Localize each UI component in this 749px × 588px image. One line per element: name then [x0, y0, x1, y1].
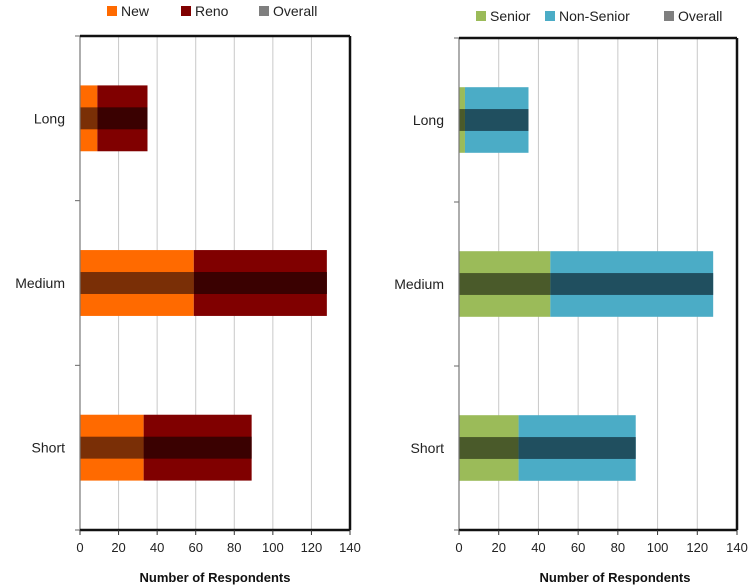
bar-overall-part2-medium [550, 273, 714, 295]
x-tick-label: 20 [111, 540, 125, 555]
x-tick-label: 80 [611, 540, 625, 555]
bar-overall-part1-short [80, 436, 144, 459]
bar-overall-part1-short [459, 437, 519, 459]
legend-label-non-senior: Non-Senior [559, 8, 630, 24]
bar-overall-part2-long [464, 109, 529, 131]
category-label: Short [411, 440, 445, 456]
bar-overall-part1-long [459, 109, 465, 131]
x-tick-label: 40 [531, 540, 545, 555]
category-label: Medium [394, 276, 444, 292]
legend-label-senior: Senior [490, 8, 531, 24]
x-tick-label: 80 [227, 540, 241, 555]
bar-overall-part2-medium [193, 272, 327, 294]
legend-swatch-new [107, 6, 117, 16]
x-axis-title: Number of Respondents [540, 570, 691, 585]
bar-overall-part2-short [143, 436, 252, 459]
x-tick-label: 140 [339, 540, 361, 555]
x-tick-label: 100 [647, 540, 669, 555]
category-label: Long [413, 112, 444, 128]
x-tick-label: 0 [76, 540, 83, 555]
chart-panel-2: Long Medium Short 0 20 40 60 80 100 120 140 Number … [394, 8, 748, 585]
legend-label-reno: Reno [195, 3, 229, 19]
bar-overall-part1-long [80, 107, 98, 130]
x-tick-label: 100 [262, 540, 284, 555]
category-label: Medium [15, 275, 65, 291]
x-tick-label: 120 [686, 540, 708, 555]
legend-swatch-senior [476, 11, 486, 21]
category-label: Short [32, 440, 66, 456]
bar-overall-part2-long [97, 107, 148, 130]
chart-panel-1: Long Medium Short 0 20 40 60 80 100 120 140 Number … [15, 3, 361, 585]
x-axis-title: Number of Respondents [140, 570, 291, 585]
bar-overall-part2-short [518, 437, 636, 459]
x-tick-label: 0 [455, 540, 462, 555]
legend-swatch-reno [181, 6, 191, 16]
bar-overall-part1-medium [459, 273, 551, 295]
legend-swatch-non-senior [545, 11, 555, 21]
x-tick-label: 60 [571, 540, 585, 555]
x-tick-label: 120 [301, 540, 323, 555]
legend-label-overall: Overall [273, 3, 317, 19]
x-tick-label: 20 [491, 540, 505, 555]
x-tick-label: 140 [726, 540, 748, 555]
x-tick-label: 60 [188, 540, 202, 555]
legend-label-overall: Overall [678, 8, 722, 24]
legend-swatch-overall [664, 11, 674, 21]
legend-label-new: New [121, 3, 150, 19]
bar-overall-part1-medium [80, 272, 194, 294]
legend-swatch-overall [259, 6, 269, 16]
x-tick-label: 40 [150, 540, 164, 555]
category-label: Long [34, 110, 65, 126]
